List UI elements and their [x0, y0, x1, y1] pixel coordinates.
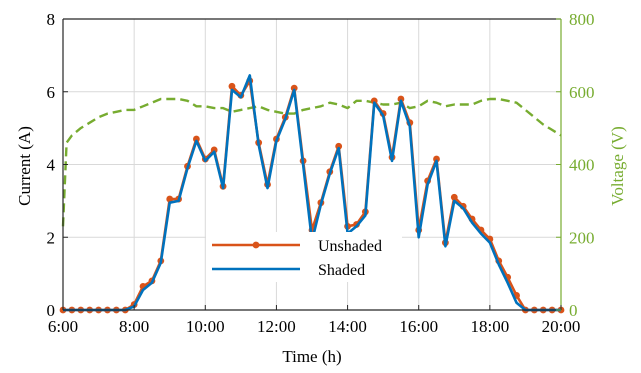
data-point-unshaded: [228, 82, 236, 90]
y-right-tick-label: 0: [569, 301, 578, 320]
voltage-series: [61, 97, 562, 227]
y-right-tick-label: 800: [569, 10, 595, 29]
legend-label-shaded: Shaded: [318, 262, 365, 279]
y-left-tick-label: 6: [47, 83, 56, 102]
x-tick-label: 8:00: [119, 317, 149, 336]
data-point-unshaded: [192, 135, 200, 143]
x-tick-label: 14:00: [328, 317, 367, 336]
x-tick-label: 10:00: [186, 317, 225, 336]
x-axis-title: Time (h): [282, 347, 341, 366]
y-right-tick-label: 400: [569, 156, 595, 175]
legend-label-unshaded: Unshaded: [318, 238, 382, 255]
x-tick-label: 18:00: [470, 317, 509, 336]
data-point-unshaded: [433, 155, 440, 163]
y-left-tick-label: 2: [47, 228, 56, 247]
legend-box: [206, 232, 402, 282]
legend: Unshaded Shaded: [206, 232, 402, 282]
legend-marker-unshaded: [252, 241, 260, 249]
y-left-tick-label: 8: [47, 10, 56, 29]
data-point-unshaded: [335, 142, 343, 150]
y-right-tick-label: 200: [569, 228, 595, 247]
data-point-unshaded: [450, 193, 458, 201]
y-left-tick-label: 4: [47, 156, 56, 175]
x-tick-label: 16:00: [399, 317, 438, 336]
x-tick-label: 20:00: [542, 317, 581, 336]
y-right-tick-label: 600: [569, 83, 595, 102]
tick-labels: 6:00 8:00 10:00 12:00 14:00 16:00 18:00 20:0002…: [47, 10, 595, 336]
series-line-voltage: [61, 97, 562, 227]
data-point-unshaded: [397, 95, 405, 103]
data-point-unshaded: [166, 195, 174, 203]
x-tick-label: 12:00: [257, 317, 296, 336]
y-axis-right-title: Voltage (V): [608, 126, 627, 205]
y-axis-left-title: Current (A): [15, 126, 34, 206]
x-tick-label: 6:00: [48, 317, 78, 336]
data-point-unshaded: [210, 146, 218, 154]
data-point-unshaded: [370, 97, 378, 105]
data-point-unshaded: [290, 84, 298, 92]
y-left-tick-label: 0: [47, 301, 56, 320]
